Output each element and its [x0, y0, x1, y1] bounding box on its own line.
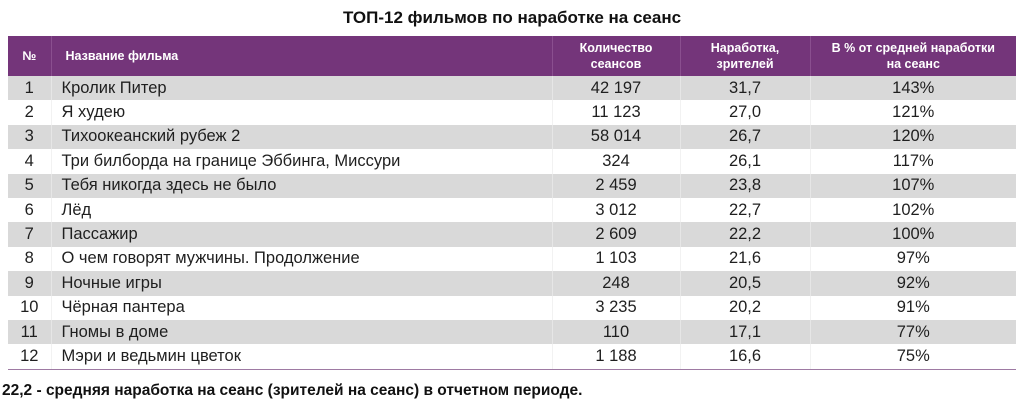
- cell-performance: 26,1: [680, 149, 811, 174]
- table-row: 5 Тебя никогда здесь не было 2 459 23,8 …: [8, 173, 1016, 198]
- top-films-table: № Название фильма Количество сеансов Нар…: [8, 36, 1016, 370]
- cell-sessions: 1 188: [552, 344, 681, 370]
- cell-num: 7: [8, 222, 52, 247]
- cell-num: 2: [8, 100, 52, 125]
- cell-percent: 120%: [810, 124, 1016, 150]
- cell-performance: 26,7: [680, 124, 811, 150]
- cell-film-name: Кролик Питер: [51, 76, 553, 101]
- table-row: 10 Чёрная пантера 3 235 20,2 91%: [8, 295, 1016, 320]
- cell-sessions: 3 012: [552, 197, 681, 223]
- table-header: № Название фильма Количество сеансов Нар…: [8, 36, 1016, 76]
- cell-performance: 17,1: [680, 319, 811, 345]
- cell-sessions: 110: [552, 319, 681, 345]
- cell-sessions: 324: [552, 149, 681, 174]
- table-row: 4 Три билборда на границе Эббинга, Миссу…: [8, 149, 1016, 174]
- cell-num: 11: [8, 319, 52, 345]
- cell-film-name: Пассажир: [51, 222, 553, 247]
- cell-film-name: Чёрная пантера: [51, 295, 553, 320]
- cell-num: 8: [8, 246, 52, 272]
- cell-num: 5: [8, 173, 52, 198]
- cell-percent: 117%: [810, 149, 1016, 174]
- cell-film-name: Тихоокеанский рубеж 2: [51, 124, 553, 150]
- header-performance-line1: Наработка,: [710, 41, 780, 55]
- cell-percent: 77%: [810, 319, 1016, 345]
- cell-performance: 16,6: [680, 344, 811, 370]
- header-percent: В % от средней наработки на сеанс: [810, 36, 1016, 76]
- cell-num: 10: [8, 295, 52, 320]
- cell-performance: 20,2: [680, 295, 811, 320]
- cell-performance: 21,6: [680, 246, 811, 272]
- cell-percent: 121%: [810, 100, 1016, 125]
- cell-film-name: Я худею: [51, 100, 553, 125]
- table-row: 11 Гномы в доме 110 17,1 77%: [8, 319, 1016, 345]
- table-row: 2 Я худею 11 123 27,0 121%: [8, 100, 1016, 125]
- cell-num: 9: [8, 271, 52, 296]
- cell-film-name: Лёд: [51, 197, 553, 223]
- table-row: 1 Кролик Питер 42 197 31,7 143%: [8, 76, 1016, 101]
- header-num: №: [8, 36, 52, 76]
- cell-sessions: 1 103: [552, 246, 681, 272]
- cell-film-name: Три билборда на границе Эббинга, Миссури: [51, 149, 553, 174]
- cell-num: 12: [8, 344, 52, 370]
- table-body: 1 Кролик Питер 42 197 31,7 143% 2 Я худе…: [8, 76, 1016, 370]
- cell-percent: 100%: [810, 222, 1016, 247]
- cell-percent: 91%: [810, 295, 1016, 320]
- table-row: 6 Лёд 3 012 22,7 102%: [8, 197, 1016, 223]
- cell-percent: 143%: [810, 76, 1016, 101]
- cell-percent: 102%: [810, 197, 1016, 223]
- cell-film-name: Ночные игры: [51, 271, 553, 296]
- cell-performance: 27,0: [680, 100, 811, 125]
- cell-num: 4: [8, 149, 52, 174]
- cell-sessions: 2 459: [552, 173, 681, 198]
- header-percent-line2: на сеанс: [886, 57, 940, 71]
- header-sessions: Количество сеансов: [552, 36, 681, 76]
- cell-performance: 20,5: [680, 271, 811, 296]
- table-title: ТОП-12 фильмов по наработке на сеанс: [342, 8, 682, 27]
- cell-film-name: Тебя никогда здесь не было: [51, 173, 553, 198]
- cell-sessions: 2 609: [552, 222, 681, 247]
- header-sessions-line2: сеансов: [590, 57, 642, 71]
- cell-performance: 31,7: [680, 76, 811, 101]
- cell-num: 6: [8, 197, 52, 223]
- cell-percent: 92%: [810, 271, 1016, 296]
- cell-sessions: 3 235: [552, 295, 681, 320]
- table-row: 7 Пассажир 2 609 22,2 100%: [8, 222, 1016, 247]
- cell-film-name: О чем говорят мужчины. Продолжение: [51, 246, 553, 272]
- table-row: 12 Мэри и ведьмин цветок 1 188 16,6 75%: [8, 344, 1016, 370]
- cell-num: 3: [8, 124, 52, 150]
- cell-percent: 97%: [810, 246, 1016, 272]
- cell-sessions: 248: [552, 271, 681, 296]
- cell-performance: 22,2: [680, 222, 811, 247]
- cell-num: 1: [8, 76, 52, 101]
- cell-sessions: 58 014: [552, 124, 681, 150]
- cell-percent: 107%: [810, 173, 1016, 198]
- cell-performance: 22,7: [680, 197, 811, 223]
- cell-sessions: 11 123: [552, 100, 681, 125]
- table-row: 9 Ночные игры 248 20,5 92%: [8, 271, 1016, 296]
- cell-film-name: Гномы в доме: [51, 319, 553, 345]
- header-performance-line2: зрителей: [716, 57, 774, 71]
- header-row: № Название фильма Количество сеансов Нар…: [8, 36, 1016, 76]
- header-percent-line1: В % от средней наработки: [831, 41, 995, 55]
- cell-sessions: 42 197: [552, 76, 681, 101]
- cell-percent: 75%: [810, 344, 1016, 370]
- header-film-name: Название фильма: [51, 36, 553, 76]
- header-sessions-line1: Количество: [579, 41, 653, 55]
- table-row: 3 Тихоокеанский рубеж 2 58 014 26,7 120%: [8, 124, 1016, 150]
- table-row: 8 О чем говорят мужчины. Продолжение 1 1…: [8, 246, 1016, 272]
- cell-film-name: Мэри и ведьмин цветок: [51, 344, 553, 370]
- cell-performance: 23,8: [680, 173, 811, 198]
- films-table-container: № Название фильма Количество сеансов Нар…: [8, 36, 1016, 370]
- footnote: 22,2 - средняя наработка на сеанс (зрите…: [2, 382, 583, 399]
- header-performance: Наработка, зрителей: [680, 36, 811, 76]
